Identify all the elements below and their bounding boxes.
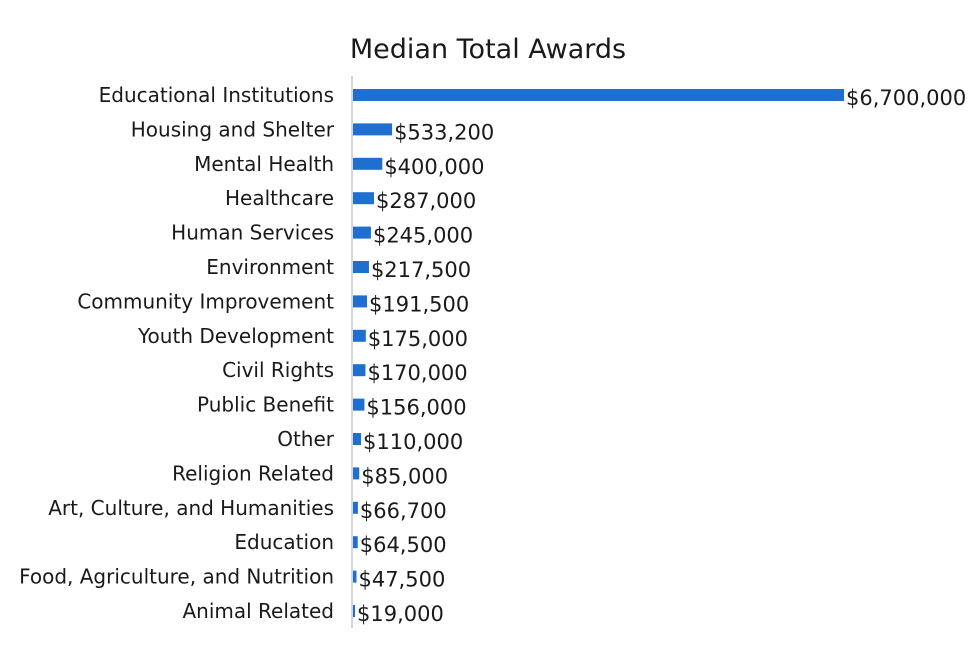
category-label-human-services: Human Services [171, 221, 334, 245]
bar-community-improvement [353, 295, 368, 308]
data-label-education: $64,500 [360, 533, 447, 557]
category-label-housing-and-shelter: Housing and Shelter [131, 117, 335, 141]
data-label-public-benefit: $156,000 [366, 396, 466, 420]
bar-housing-and-shelter [353, 123, 393, 136]
data-label-animal-related: $19,000 [357, 602, 444, 626]
bar-educational-institutions [353, 89, 844, 101]
category-label-environment: Environment [206, 255, 334, 279]
bars [353, 89, 844, 617]
category-label-educational-institutions: Educational Institutions [99, 83, 334, 107]
category-labels: Educational Institutions Housing and Shel… [19, 83, 335, 623]
category-label-healthcare: Healthcare [225, 186, 334, 210]
category-label-religion-related: Religion Related [172, 461, 334, 485]
bar-animal-related [353, 605, 355, 617]
data-label-healthcare: $287,000 [376, 189, 476, 213]
data-label-art-culture-and-humanities: $66,700 [360, 499, 447, 523]
bar-healthcare [353, 192, 375, 205]
data-label-civil-rights: $170,000 [367, 361, 467, 385]
category-label-education: Education [234, 530, 334, 554]
category-label-youth-development: Youth Development [137, 324, 334, 348]
category-label-community-improvement: Community Improvement [77, 289, 334, 313]
bar-education [353, 536, 358, 549]
bar-youth-development [353, 329, 366, 342]
category-label-public-benefit: Public Benefit [197, 393, 334, 417]
bar-religion-related [353, 467, 360, 480]
category-label-other: Other [277, 427, 335, 451]
data-label-community-improvement: $191,500 [369, 292, 469, 316]
category-label-civil-rights: Civil Rights [222, 358, 334, 382]
data-label-food-agriculture-and-nutrition: $47,500 [358, 568, 445, 592]
bar-art-culture-and-humanities [353, 501, 358, 514]
data-label-mental-health: $400,000 [384, 155, 484, 179]
data-labels: $6,700,000 $533,200 $400,000 $287,000 $245,0… [357, 86, 966, 626]
bar-environment [353, 261, 369, 273]
data-label-housing-and-shelter: $533,200 [394, 120, 494, 144]
data-label-religion-related: $85,000 [361, 464, 448, 488]
data-label-other: $110,000 [363, 430, 463, 454]
data-label-youth-development: $175,000 [368, 327, 468, 351]
data-label-human-services: $245,000 [373, 224, 473, 248]
bar-civil-rights [353, 364, 366, 377]
category-label-food-agriculture-and-nutrition: Food, Agriculture, and Nutrition [19, 565, 334, 589]
category-label-mental-health: Mental Health [194, 152, 334, 176]
bar-food-agriculture-and-nutrition [353, 570, 357, 583]
chart-title: Median Total Awards [350, 34, 626, 65]
bar-mental-health [353, 157, 383, 170]
category-label-art-culture-and-humanities: Art, Culture, and Humanities [48, 496, 334, 520]
category-label-animal-related: Animal Related [182, 599, 334, 623]
bar-other [353, 433, 362, 445]
data-label-environment: $217,500 [371, 258, 471, 282]
bar-human-services [353, 226, 371, 239]
data-label-educational-institutions: $6,700,000 [846, 86, 966, 110]
bar-public-benefit [353, 398, 365, 411]
